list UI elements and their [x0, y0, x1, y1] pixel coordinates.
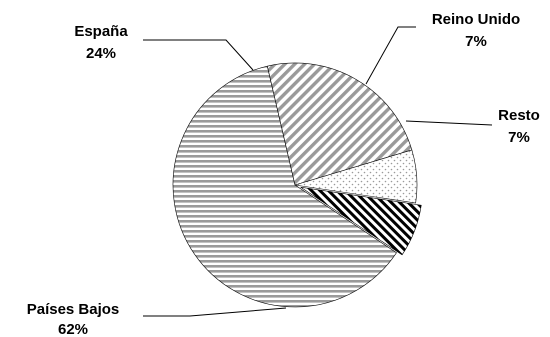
pie-slice-espana [266, 62, 413, 186]
label-resto-name: Resto [498, 107, 540, 124]
leader-line-espana [143, 39, 254, 71]
pie-slice-reino-unido [294, 149, 418, 204]
label-resto-value: 7% [508, 129, 530, 146]
leader-line-paises-bajos [143, 307, 287, 317]
pie-slice-resto [300, 186, 422, 256]
leader-line-reino-unido [365, 26, 416, 85]
label-espana-name: España [74, 23, 128, 40]
label-reino-unido-name: Reino Unido [432, 11, 520, 28]
pie-slices [172, 62, 422, 308]
leader-line-resto [405, 120, 493, 126]
label-paises-bajos-value: 62% [58, 321, 88, 337]
label-espana-value: 24% [86, 45, 116, 62]
leader-lines [143, 26, 493, 317]
label-reino-unido-value: 7% [465, 33, 487, 50]
pie-slice-paises-bajos [172, 65, 397, 308]
label-paises-bajos-name: Países Bajos [27, 301, 120, 318]
slice-labels: España 24% Reino Unido 7% Resto 7% Paíse… [27, 11, 540, 337]
